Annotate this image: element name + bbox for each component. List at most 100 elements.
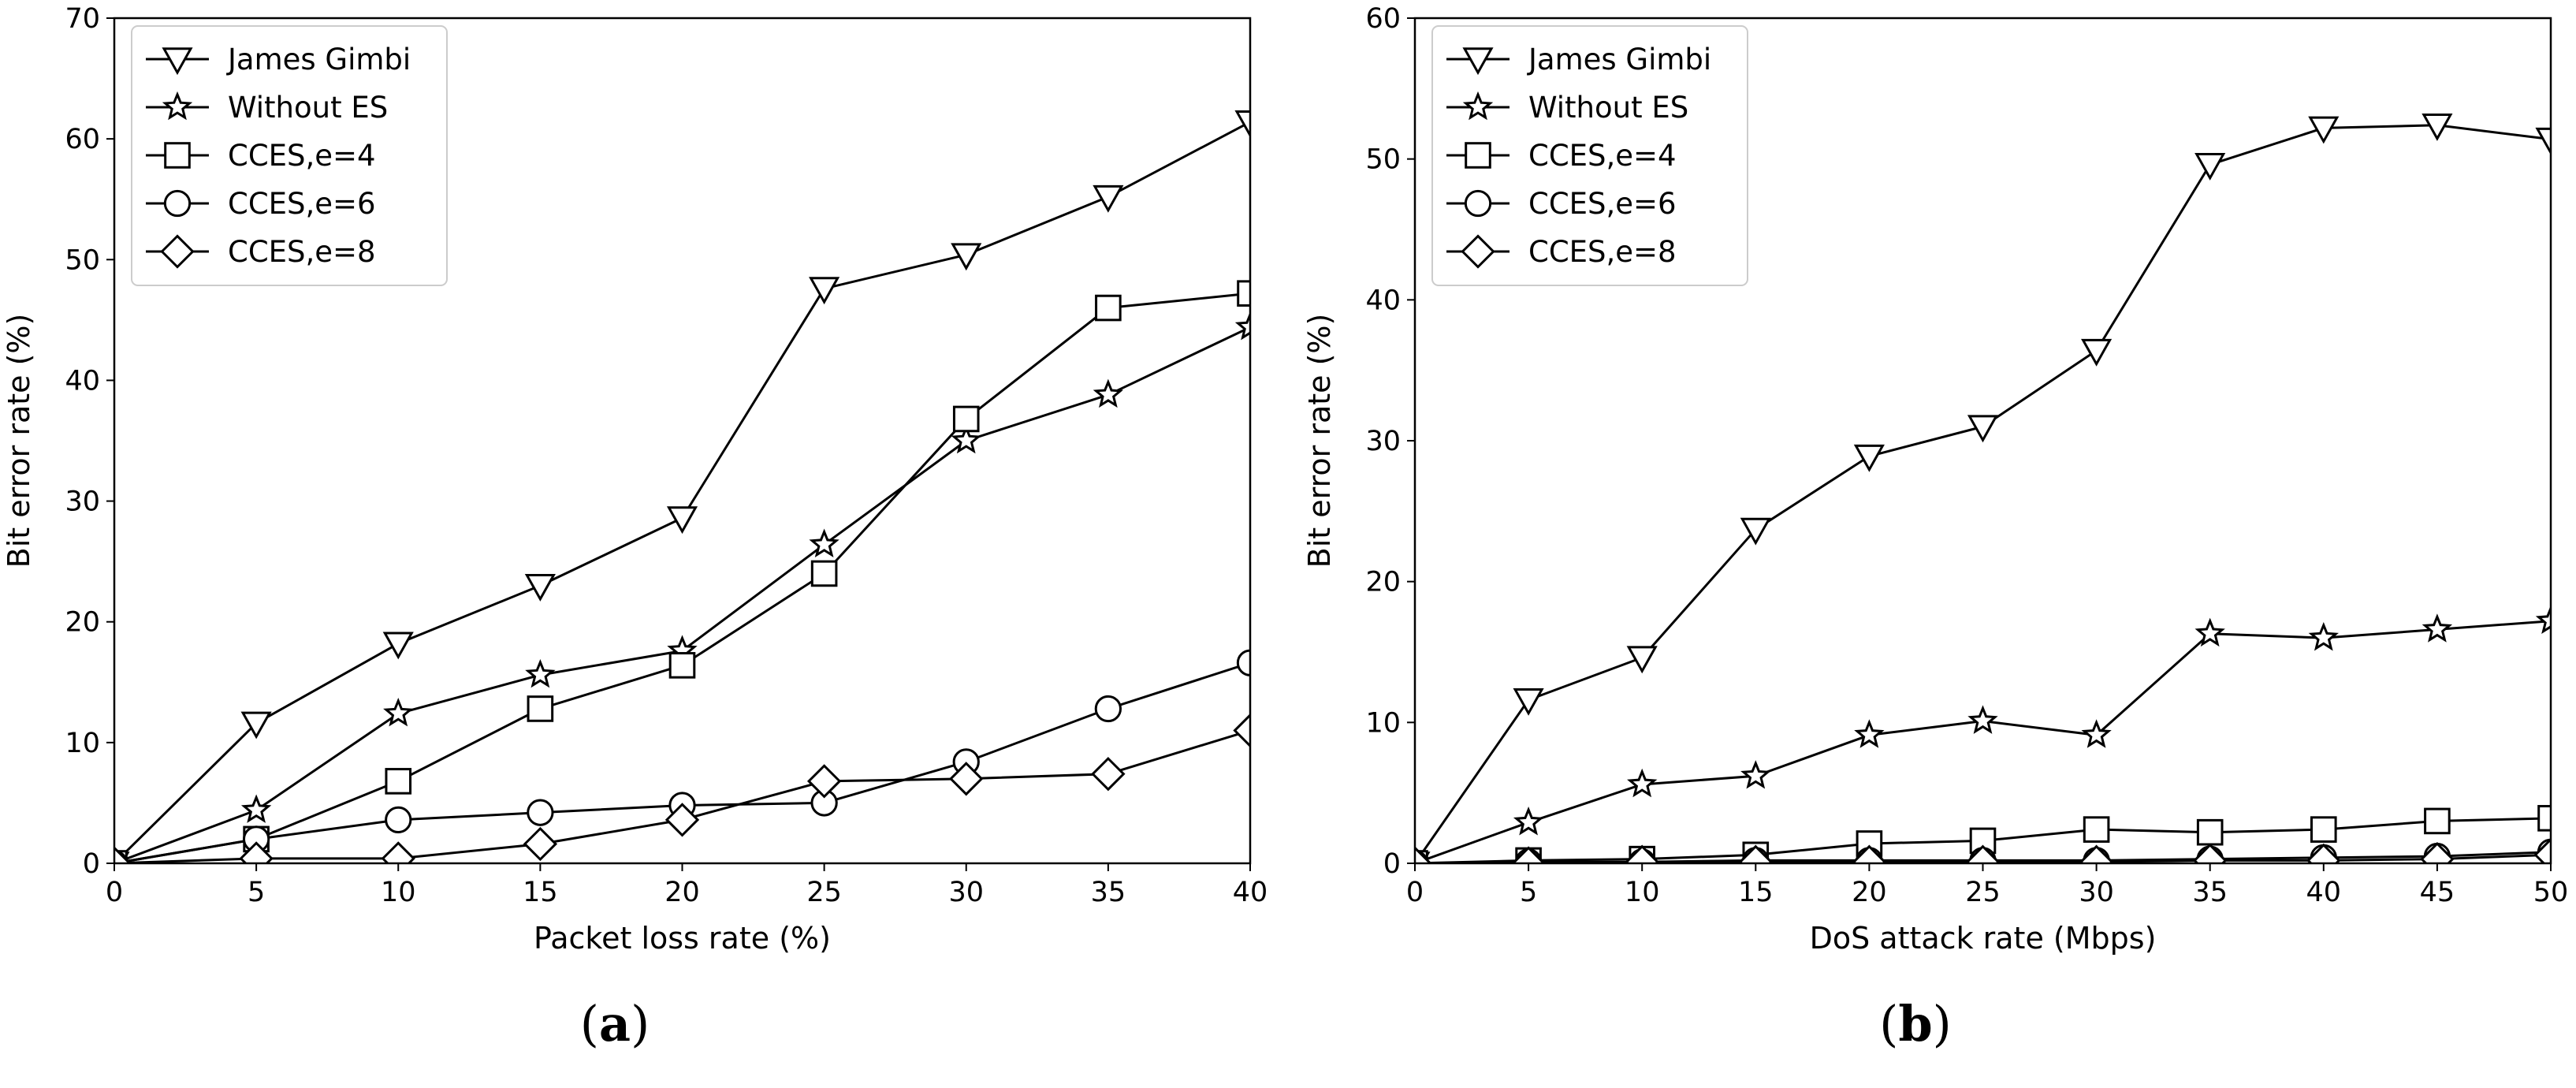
y-tick-label: 0 (83, 848, 100, 880)
data-point-triangle-down (1853, 444, 1885, 472)
data-point-diamond (523, 826, 558, 862)
x-tick-label: 20 (664, 877, 700, 908)
data-point-triangle-down (524, 574, 556, 602)
data-point-diamond (2193, 843, 2228, 863)
x-tick-label: 25 (806, 877, 842, 908)
data-point-triangle-down (2535, 127, 2551, 155)
legend-label: CCES,e=4 (228, 139, 376, 173)
data-point-star (2535, 605, 2551, 634)
axes-frame (1413, 17, 2552, 865)
data-point-square (527, 695, 554, 722)
data-point-star (1740, 760, 1771, 789)
data-point-diamond (1415, 846, 1432, 863)
x-tick-label: 45 (2420, 877, 2455, 908)
y-tick-label: 40 (65, 365, 100, 397)
y-tick-label: 30 (1365, 426, 1401, 457)
legend-label: CCES,e=8 (228, 235, 376, 269)
legend-box (1431, 25, 1748, 286)
data-point-diamond (1511, 846, 1546, 863)
data-point-diamond (114, 846, 132, 863)
data-point-star (1967, 705, 1998, 734)
x-tick-label: 15 (523, 877, 558, 908)
legend-label: CCES,e=8 (1528, 235, 1677, 269)
data-point-triangle-down (809, 277, 840, 305)
x-tick-label: 20 (1852, 877, 1887, 908)
x-tick-label: 40 (1233, 877, 1268, 908)
chart-panel-b: 0 5 10 15 20 25 30 35 40 45 50 0 10 20 30 40 50 60 DoS att… (1302, 3, 2568, 1053)
data-point-diamond (1091, 757, 1126, 792)
data-point-square (385, 768, 412, 795)
data-point-diamond (1625, 844, 1659, 863)
series-line (114, 326, 1250, 863)
legend-item: CCES,e=4 (1446, 139, 1677, 173)
x-tick-label: 50 (2533, 877, 2569, 908)
data-point-triangle-down (2308, 116, 2340, 144)
data-point-triangle-down (1513, 687, 1544, 716)
data-point-diamond (2533, 837, 2551, 863)
data-point-star (2081, 719, 2112, 748)
data-point-star (1234, 311, 1250, 341)
data-point-square (2310, 816, 2337, 843)
data-point-square (1095, 294, 1122, 322)
x-tick-label: 0 (1406, 877, 1424, 908)
legend-item: Without ES (146, 91, 388, 125)
legend-label: Without ES (228, 91, 388, 125)
legend-marker-triangle-down (1462, 47, 1494, 76)
data-point-square (2196, 818, 2224, 846)
data-point-star (383, 697, 414, 727)
data-point-star (525, 658, 556, 688)
series-diamond (114, 713, 1250, 863)
series-star (1415, 605, 2551, 863)
legend-item: CCES,e=6 (1446, 187, 1677, 221)
data-point-diamond (2420, 841, 2455, 863)
legend-item: Without ES (1446, 91, 1688, 125)
y-tick-label: 60 (1365, 3, 1401, 35)
x-tick-label: 35 (2192, 877, 2228, 908)
legend-label: James Gimbi (226, 43, 411, 76)
legend-marker-square (1465, 142, 1491, 169)
data-point-diamond (381, 841, 415, 863)
legend-item: CCES,e=4 (146, 139, 376, 173)
x-tick-label: 10 (1625, 877, 1660, 908)
legend-marker-diamond (160, 234, 195, 269)
y-axis-label: Bit error rate (%) (2, 314, 36, 568)
data-point-star (1093, 378, 1124, 408)
data-point-diamond (2079, 844, 2114, 863)
y-tick-label: 50 (1365, 144, 1401, 176)
data-point-star (951, 424, 981, 454)
series-triangle-down (114, 110, 1250, 863)
x-axis-label: Packet loss rate (%) (534, 921, 831, 956)
data-point-star (1627, 768, 1658, 798)
data-point-diamond (664, 803, 700, 837)
y-tick-label: 60 (65, 124, 100, 155)
axes-frame (113, 17, 1252, 865)
data-point-circle (527, 799, 554, 826)
legend-marker-star (1462, 91, 1494, 121)
legend-label: CCES,e=6 (1528, 187, 1677, 221)
legend-item: James Gimbi (1446, 43, 1711, 76)
legend-marker-circle (163, 189, 192, 218)
series-star (114, 311, 1250, 863)
y-axis-label: Bit error rate (%) (1302, 314, 1337, 568)
x-tick-label: 5 (248, 877, 265, 908)
legend-marker-square (164, 142, 191, 169)
y-tick-label: 20 (1365, 567, 1401, 598)
legend-marker-diamond (1461, 234, 1495, 269)
y-tick-label: 0 (1383, 848, 1401, 880)
legend-box (131, 25, 448, 286)
legend-marker-circle (1464, 189, 1492, 218)
data-point-triangle-down (2081, 338, 2113, 367)
data-point-diamond (1852, 844, 1887, 863)
chart-panel-a: 0 5 10 15 20 25 30 35 40 0 10 20 30 40 50 60 70 Packet lo… (2, 3, 1268, 1053)
x-tick-label: 35 (1091, 877, 1126, 908)
legend-label: Without ES (1528, 91, 1688, 125)
x-tick-label: 15 (1738, 877, 1774, 908)
data-point-triangle-down (666, 506, 698, 535)
legend-label: CCES,e=4 (1528, 139, 1677, 173)
legend-marker-star (162, 91, 193, 121)
x-tick-label: 0 (106, 877, 123, 908)
data-point-triangle-down (1740, 517, 1771, 546)
data-point-square (810, 560, 838, 587)
x-tick-label: 10 (381, 877, 416, 908)
data-point-triangle-down (1093, 184, 1124, 213)
